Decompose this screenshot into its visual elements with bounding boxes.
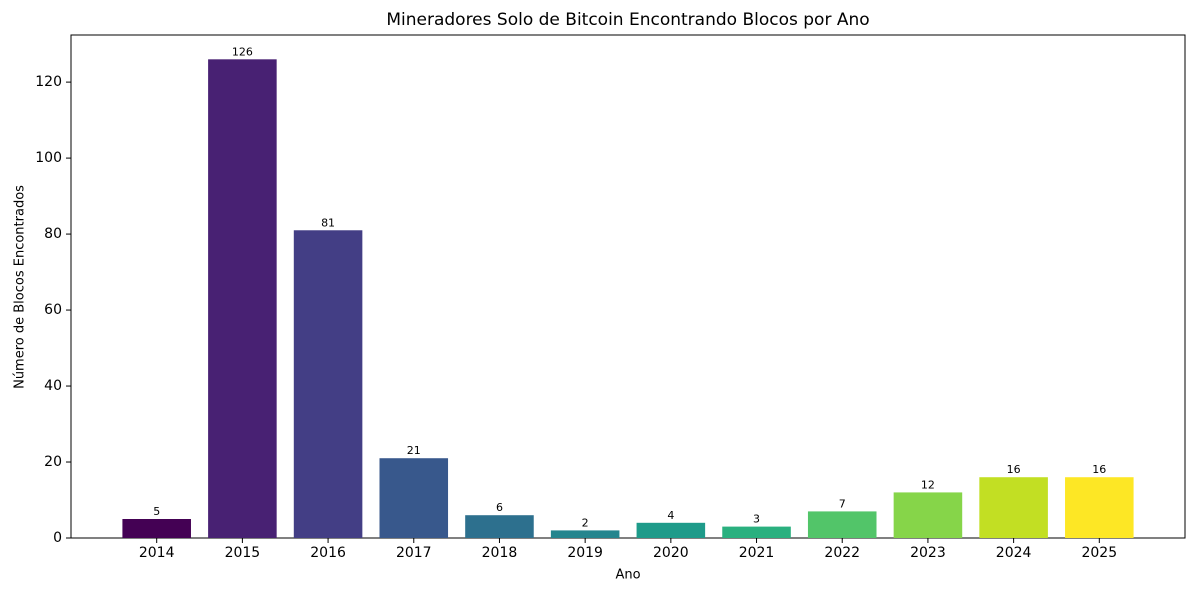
y-axis-label: Número de Blocos Encontrados [13,185,28,389]
x-tick-label: 2022 [824,545,860,561]
bar [293,230,363,538]
bar [722,526,791,538]
y-tick-label: 40 [44,378,62,394]
value-label: 5 [153,505,160,518]
x-tick-label: 2023 [910,545,946,561]
x-tick-label: 2019 [567,545,603,561]
x-tick-label: 2020 [653,545,689,561]
chart-title: Mineradores Solo de Bitcoin Encontrando … [386,10,869,30]
bar [636,522,706,538]
plot-frame [70,34,1186,539]
bar [893,492,963,538]
value-label: 2 [582,516,589,529]
x-tick-label: 2017 [396,545,432,561]
x-tick-label: 2021 [739,545,775,561]
bar [550,530,620,538]
y-tick-label: 20 [44,454,62,470]
y-tick-label: 100 [35,150,62,166]
value-label: 81 [321,216,335,229]
bar [379,458,449,538]
bar [208,59,277,538]
x-tick-label: 2014 [139,545,175,561]
y-tick-label: 80 [44,226,62,242]
bar [465,515,534,538]
value-label: 12 [921,478,935,491]
x-tick-label: 2015 [225,545,261,561]
bar [1065,477,1134,538]
y-tick-label: 60 [44,302,62,318]
x-tick-label: 2016 [310,545,346,561]
y-tick-label: 120 [35,74,62,90]
x-tick-label: 2024 [996,545,1032,561]
x-axis-label: Ano [615,568,640,583]
value-label: 7 [839,497,846,510]
y-tick-label: 0 [53,530,62,546]
bar [122,519,191,538]
bar [979,477,1048,538]
value-label: 16 [1007,463,1021,476]
value-label: 3 [753,513,760,526]
value-label: 21 [407,444,421,457]
value-label: 6 [496,501,503,514]
value-label: 126 [232,45,253,58]
x-tick-label: 2018 [482,545,518,561]
value-label: 16 [1092,463,1106,476]
x-tick-label: 2025 [1081,545,1117,561]
bar [807,511,877,538]
value-label: 4 [667,509,674,522]
